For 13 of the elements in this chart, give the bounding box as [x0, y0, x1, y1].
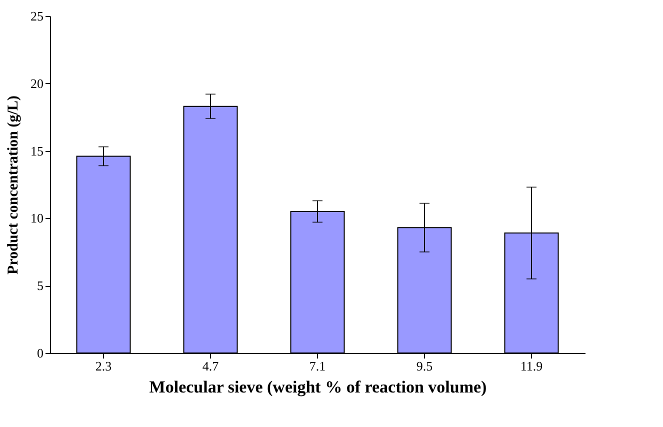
x-tick-label: 4.7	[202, 358, 220, 374]
x-tick-label: 7.1	[309, 358, 326, 374]
x-tick-label: 9.5	[416, 358, 433, 374]
y-axis-title: Product concentration (g/L)	[6, 96, 22, 274]
y-tick-label: 10	[30, 210, 44, 226]
y-tick-label: 20	[30, 76, 44, 91]
y-tick-label: 25	[30, 8, 44, 24]
x-tick-label: 2.3	[95, 358, 112, 374]
y-tick-label: 5	[37, 278, 44, 294]
y-tick-label: 15	[30, 143, 44, 158]
x-tick-label: 11.9	[520, 358, 543, 374]
x-axis-title: Molecular sieve (weight % of reaction volume)	[149, 378, 487, 396]
y-tick-label: 0	[37, 346, 44, 360]
